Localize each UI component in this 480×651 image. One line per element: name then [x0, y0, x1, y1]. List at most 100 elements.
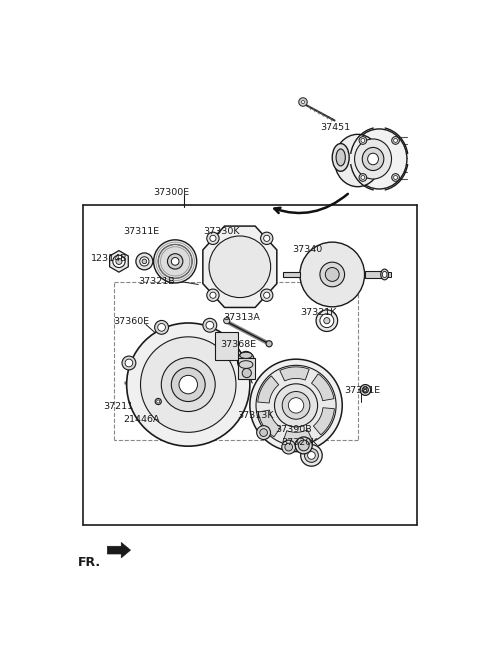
Circle shape [261, 232, 273, 245]
Ellipse shape [239, 361, 253, 368]
Circle shape [361, 176, 365, 180]
Circle shape [320, 314, 334, 327]
Circle shape [158, 244, 192, 279]
Circle shape [324, 318, 330, 324]
Ellipse shape [382, 271, 387, 277]
Circle shape [320, 262, 345, 287]
Circle shape [233, 260, 247, 273]
Text: 37313K: 37313K [237, 411, 273, 420]
Text: 37451: 37451 [321, 123, 351, 132]
Ellipse shape [351, 129, 407, 189]
Text: 37390B: 37390B [275, 424, 312, 434]
Circle shape [206, 322, 214, 329]
Circle shape [127, 323, 250, 446]
Circle shape [295, 437, 312, 454]
Circle shape [308, 452, 315, 459]
Text: FR.: FR. [78, 555, 101, 568]
Text: 37368E: 37368E [221, 340, 257, 349]
Ellipse shape [332, 144, 349, 171]
Ellipse shape [240, 352, 252, 359]
Polygon shape [283, 430, 312, 444]
Text: 37211: 37211 [104, 402, 133, 411]
Circle shape [362, 387, 369, 393]
Ellipse shape [238, 352, 254, 372]
Circle shape [171, 258, 179, 265]
Text: 37360E: 37360E [114, 317, 150, 326]
Circle shape [116, 258, 122, 264]
Circle shape [218, 245, 262, 288]
Text: 37340: 37340 [292, 245, 323, 254]
Circle shape [316, 310, 337, 331]
Bar [215, 332, 238, 360]
Polygon shape [258, 376, 279, 403]
Circle shape [207, 289, 219, 301]
Circle shape [210, 235, 216, 242]
Circle shape [257, 426, 271, 439]
Circle shape [161, 357, 215, 411]
Circle shape [282, 440, 296, 454]
Circle shape [301, 100, 304, 104]
Text: 37300E: 37300E [154, 188, 190, 197]
Text: 37381E: 37381E [345, 386, 381, 395]
Circle shape [179, 376, 197, 394]
Circle shape [359, 174, 367, 182]
Circle shape [113, 255, 125, 268]
Circle shape [142, 259, 147, 264]
Text: 37321B: 37321B [138, 277, 175, 286]
Circle shape [266, 340, 272, 347]
Text: 12314B: 12314B [90, 254, 127, 263]
Text: 37321K: 37321K [300, 307, 336, 316]
Circle shape [125, 359, 133, 367]
Circle shape [300, 242, 365, 307]
Circle shape [261, 289, 273, 301]
Circle shape [394, 176, 397, 180]
Bar [283, 272, 300, 277]
Circle shape [122, 356, 136, 370]
Bar [365, 271, 382, 277]
Circle shape [207, 232, 219, 245]
Circle shape [136, 253, 153, 270]
Circle shape [392, 137, 399, 145]
Text: 21446A: 21446A [123, 415, 159, 424]
Circle shape [155, 398, 161, 405]
Polygon shape [312, 374, 334, 400]
Polygon shape [108, 542, 131, 558]
Circle shape [203, 318, 217, 332]
Bar [238, 357, 255, 379]
Circle shape [168, 254, 183, 269]
Circle shape [264, 235, 270, 242]
Circle shape [264, 292, 270, 298]
Circle shape [361, 139, 365, 143]
Circle shape [260, 429, 267, 436]
Bar [382, 272, 391, 277]
Ellipse shape [381, 269, 388, 280]
Circle shape [359, 137, 367, 145]
Text: 37311E: 37311E [123, 227, 159, 236]
Circle shape [210, 292, 216, 298]
Circle shape [158, 324, 166, 331]
Polygon shape [313, 408, 335, 435]
Circle shape [209, 236, 271, 298]
Circle shape [275, 384, 318, 427]
Ellipse shape [336, 149, 345, 166]
Ellipse shape [335, 134, 381, 187]
Ellipse shape [355, 139, 392, 179]
Circle shape [228, 255, 252, 279]
Ellipse shape [362, 147, 384, 171]
Polygon shape [109, 251, 128, 272]
Circle shape [299, 440, 309, 450]
Circle shape [224, 318, 230, 324]
Circle shape [360, 385, 371, 395]
Polygon shape [280, 367, 309, 381]
Circle shape [140, 256, 149, 266]
Circle shape [288, 398, 304, 413]
Text: 37313A: 37313A [223, 313, 260, 322]
Circle shape [242, 368, 252, 378]
Text: 37330K: 37330K [204, 227, 240, 236]
Circle shape [256, 365, 336, 445]
Circle shape [250, 359, 342, 452]
Text: 37320K: 37320K [281, 439, 318, 447]
Circle shape [394, 139, 397, 143]
Circle shape [325, 268, 339, 281]
Circle shape [304, 449, 318, 462]
